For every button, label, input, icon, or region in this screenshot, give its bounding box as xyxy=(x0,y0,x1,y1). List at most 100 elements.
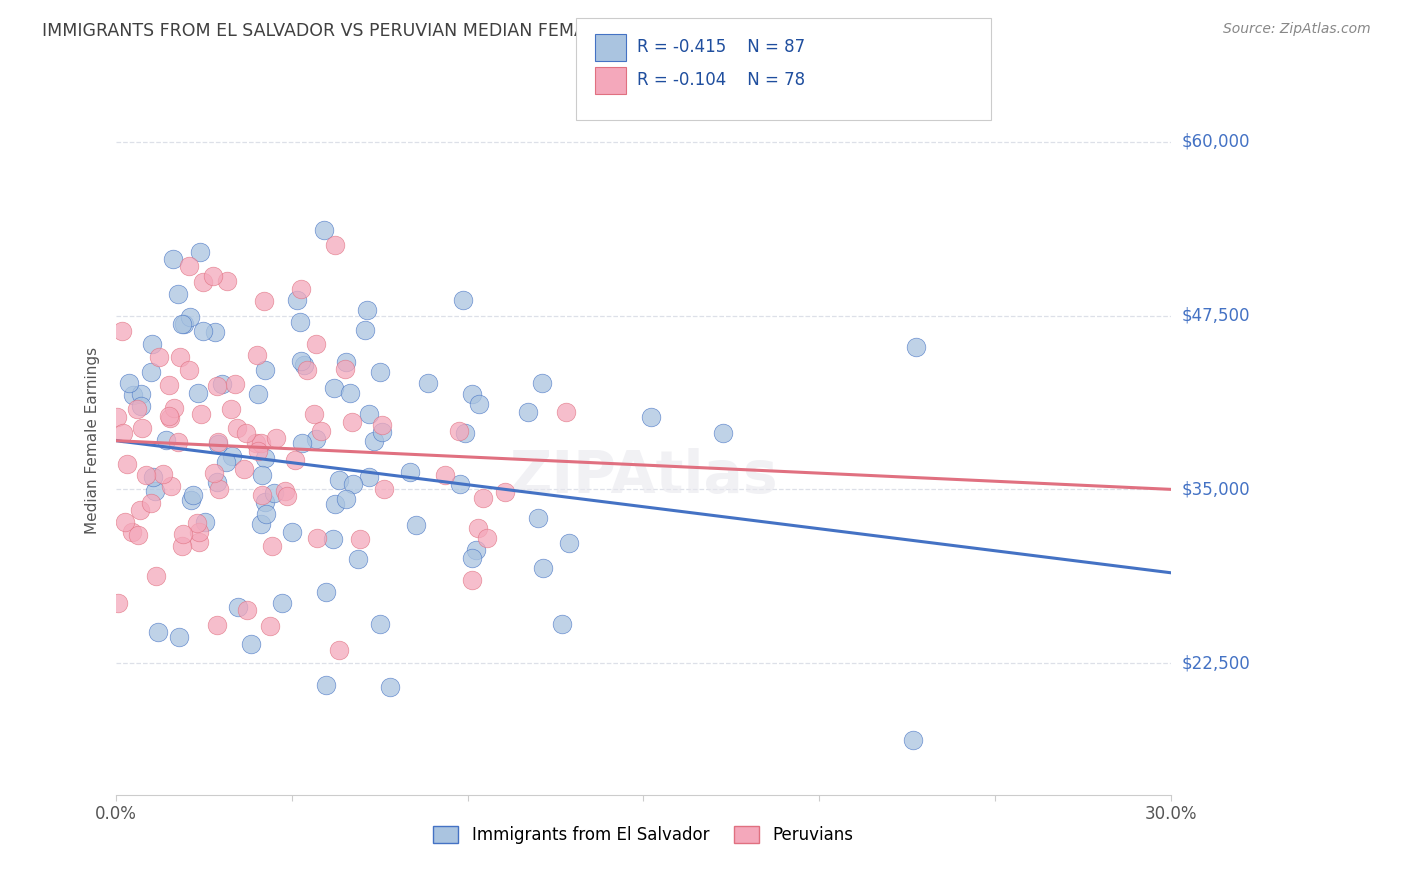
Point xyxy=(274,484,297,499)
Point xyxy=(221,401,243,416)
Point xyxy=(224,376,246,391)
Point xyxy=(264,432,287,446)
Point xyxy=(166,287,188,301)
Point xyxy=(460,551,482,566)
Point xyxy=(354,323,377,337)
Point xyxy=(323,381,346,395)
Point xyxy=(281,524,304,539)
Point xyxy=(169,350,191,364)
Point xyxy=(304,407,326,421)
Point xyxy=(190,408,212,422)
Point xyxy=(259,618,281,632)
Point xyxy=(129,387,152,401)
Point xyxy=(468,397,491,411)
Point xyxy=(245,436,267,450)
Point xyxy=(207,475,229,489)
Point xyxy=(145,569,167,583)
Point xyxy=(250,517,273,532)
Point xyxy=(335,355,357,369)
Point xyxy=(349,533,371,547)
Point xyxy=(226,600,249,615)
Point xyxy=(177,362,200,376)
Point xyxy=(129,399,152,413)
Point xyxy=(276,489,298,503)
Point xyxy=(180,492,202,507)
Point xyxy=(531,561,554,575)
Y-axis label: Median Female Earnings: Median Female Earnings xyxy=(86,347,100,534)
Point xyxy=(305,337,328,351)
Point xyxy=(254,451,277,466)
Point xyxy=(370,425,392,439)
Point xyxy=(215,274,238,288)
Point xyxy=(477,531,499,545)
Point xyxy=(179,310,201,325)
Point xyxy=(398,465,420,479)
Point xyxy=(368,617,391,632)
Point xyxy=(142,470,165,484)
Text: $47,500: $47,500 xyxy=(1181,307,1250,325)
Point xyxy=(315,678,337,692)
Point xyxy=(226,420,249,434)
Point xyxy=(159,409,181,423)
Point xyxy=(516,405,538,419)
Point xyxy=(202,268,225,283)
Point xyxy=(208,482,231,496)
Point xyxy=(115,457,138,471)
Point xyxy=(554,405,576,419)
Point xyxy=(188,535,211,549)
Legend: Immigrants from El Salvador, Peruvians: Immigrants from El Salvador, Peruvians xyxy=(426,819,860,850)
Point xyxy=(191,275,214,289)
Point xyxy=(290,354,312,368)
Point xyxy=(211,377,233,392)
Point xyxy=(461,387,484,401)
Point xyxy=(378,681,401,695)
Point xyxy=(141,496,163,510)
Point xyxy=(129,503,152,517)
Point xyxy=(141,337,163,351)
Text: Source: ZipAtlas.com: Source: ZipAtlas.com xyxy=(1223,22,1371,37)
Point xyxy=(105,409,128,424)
Point xyxy=(433,467,456,482)
Text: R = -0.104    N = 78: R = -0.104 N = 78 xyxy=(637,71,806,89)
Point xyxy=(551,616,574,631)
Point xyxy=(527,511,550,525)
Point xyxy=(246,387,269,401)
Point xyxy=(246,348,269,362)
Point xyxy=(207,434,229,449)
Point xyxy=(193,324,215,338)
Point xyxy=(235,425,257,440)
Point xyxy=(263,485,285,500)
Point xyxy=(167,630,190,644)
Text: R = -0.415    N = 87: R = -0.415 N = 87 xyxy=(637,38,806,56)
Point xyxy=(173,317,195,331)
Point xyxy=(288,315,311,329)
Point xyxy=(250,468,273,483)
Point xyxy=(159,410,181,425)
Point xyxy=(292,358,315,372)
Point xyxy=(205,379,228,393)
Point xyxy=(159,479,181,493)
Point xyxy=(260,539,283,553)
Point xyxy=(246,444,269,458)
Point xyxy=(339,385,361,400)
Point xyxy=(114,516,136,530)
Point xyxy=(127,528,149,542)
Point xyxy=(111,425,134,440)
Point xyxy=(903,732,925,747)
Point xyxy=(312,222,335,236)
Point xyxy=(188,524,211,539)
Point xyxy=(249,436,271,450)
Point xyxy=(418,376,440,390)
Text: $35,000: $35,000 xyxy=(1181,481,1250,499)
Point xyxy=(295,363,318,377)
Point xyxy=(447,425,470,439)
Point xyxy=(454,426,477,441)
Point xyxy=(186,516,208,530)
Point xyxy=(221,449,243,463)
Point xyxy=(328,473,350,487)
Point xyxy=(163,401,186,415)
Point xyxy=(640,409,662,424)
Point xyxy=(285,293,308,307)
Point xyxy=(335,491,357,506)
Point xyxy=(131,421,153,435)
